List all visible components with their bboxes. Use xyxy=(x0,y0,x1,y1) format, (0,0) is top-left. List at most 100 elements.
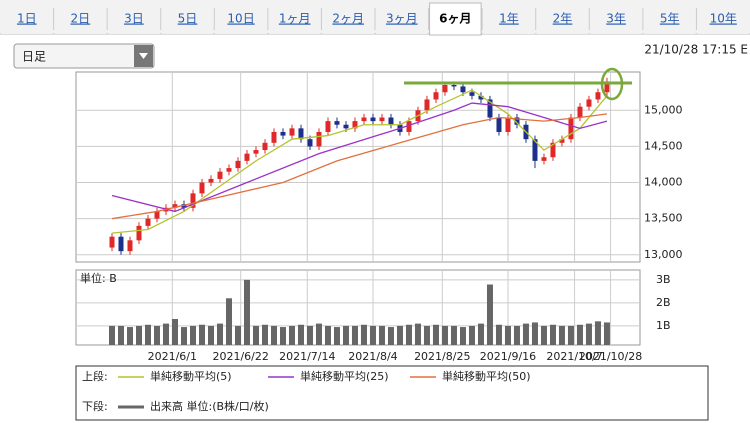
x-tick-label: 2021/6/22 xyxy=(212,350,268,363)
volume-bar xyxy=(315,323,322,345)
candle-body xyxy=(109,236,115,248)
y-tick-label: 2B xyxy=(656,296,671,309)
candle-body xyxy=(226,168,232,172)
volume-bar xyxy=(576,324,583,345)
tab[interactable] xyxy=(483,4,535,34)
volume-bar xyxy=(297,324,304,345)
volume-bar xyxy=(405,324,412,345)
candle-body xyxy=(550,142,556,158)
candle-body xyxy=(208,178,214,183)
candle-body xyxy=(325,121,331,132)
volume-bar xyxy=(126,327,133,345)
candle-body xyxy=(541,157,547,161)
tab-label: 1ヶ月 xyxy=(279,12,311,26)
volume-bar xyxy=(279,327,286,345)
candle-body xyxy=(577,106,583,118)
candle-body xyxy=(199,182,205,194)
volume-bar xyxy=(441,325,448,345)
volume-bar xyxy=(243,279,250,345)
candle-body xyxy=(271,131,277,143)
legend-box xyxy=(75,365,709,421)
volume-bar xyxy=(360,324,367,345)
tab[interactable] xyxy=(590,4,642,34)
dropdown-arrow xyxy=(139,53,148,59)
tab-label: 2日 xyxy=(71,12,91,26)
volume-bar xyxy=(225,298,232,345)
candle-body xyxy=(604,81,610,93)
volume-bar xyxy=(144,324,151,345)
legend-label: 単純移動平均(5) xyxy=(150,369,232,383)
volume-bar xyxy=(522,323,529,345)
tab-label: 1日 xyxy=(17,12,37,26)
axis-label: 単位: B xyxy=(80,271,117,285)
candle-body xyxy=(460,86,466,93)
volume-bar xyxy=(468,325,475,345)
candle-body xyxy=(253,150,259,154)
tab[interactable] xyxy=(697,4,749,34)
volume-bar xyxy=(486,284,493,345)
legend-prefix: 下段: xyxy=(82,399,108,413)
candle-body xyxy=(136,225,142,241)
tab-label: 3日 xyxy=(124,12,144,26)
moving-average xyxy=(111,113,608,220)
candle-body xyxy=(361,117,367,122)
candle-body xyxy=(568,117,574,140)
volume-bar xyxy=(432,324,439,345)
candle-body xyxy=(172,204,178,208)
candle-body xyxy=(343,124,349,129)
volume-bar xyxy=(324,325,331,345)
volume-bar xyxy=(270,325,277,345)
volume-bar xyxy=(207,325,214,345)
volume-bar xyxy=(477,323,484,345)
volume-bar xyxy=(450,325,457,345)
candle-body xyxy=(532,139,538,161)
tab[interactable] xyxy=(268,4,321,34)
volume-bar xyxy=(333,327,340,345)
y-tick-label: 3B xyxy=(656,273,671,286)
tab[interactable] xyxy=(643,4,696,34)
candle-body xyxy=(289,128,295,136)
legend-label: 単純移動平均(50) xyxy=(442,369,531,383)
tab[interactable] xyxy=(161,4,214,34)
volume-bar xyxy=(153,325,160,345)
tab[interactable] xyxy=(536,4,589,34)
candle-body xyxy=(244,153,250,161)
tab-label: 3ヶ月 xyxy=(386,12,418,26)
candle-body xyxy=(118,236,124,252)
volume-bar xyxy=(261,324,268,345)
tab[interactable] xyxy=(215,4,267,34)
dropdown[interactable] xyxy=(13,43,155,69)
tab[interactable] xyxy=(376,4,428,34)
tab[interactable] xyxy=(1,4,53,34)
candle-body xyxy=(235,160,241,169)
tab-label: 2年 xyxy=(553,12,573,26)
volume-bar xyxy=(378,325,385,345)
volume-bar xyxy=(396,325,403,345)
volume-bar xyxy=(594,321,601,345)
candle-body xyxy=(145,218,151,226)
tab-label: 5日 xyxy=(178,12,198,26)
dropdown-label: 日足 xyxy=(22,50,46,64)
tab[interactable] xyxy=(429,2,482,36)
candle-body xyxy=(190,193,196,208)
candle-body xyxy=(379,117,385,122)
volume-bar xyxy=(117,325,124,345)
candle-body xyxy=(352,121,358,129)
candle-body xyxy=(307,139,313,147)
candle-body xyxy=(487,99,493,118)
candle-body xyxy=(586,99,592,107)
volume-bar xyxy=(540,325,547,345)
price-plot xyxy=(75,71,641,263)
candle-body xyxy=(217,171,223,179)
tab[interactable] xyxy=(108,4,160,34)
x-tick-label: 2021/6/1 xyxy=(148,350,197,363)
x-tick-label: 2021/8/4 xyxy=(348,350,397,363)
tab[interactable] xyxy=(54,4,107,34)
y-tick-label: 13,000 xyxy=(644,248,683,261)
candle-body xyxy=(514,117,520,125)
tab-label: 2ヶ月 xyxy=(332,12,364,26)
volume-bar xyxy=(234,325,241,345)
timestamp: 21/10/28 17:15 E xyxy=(644,43,748,57)
tab[interactable] xyxy=(322,4,374,34)
